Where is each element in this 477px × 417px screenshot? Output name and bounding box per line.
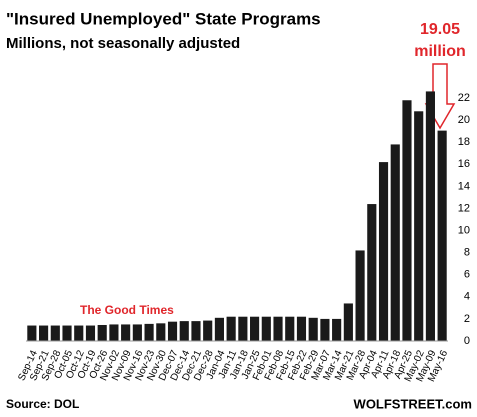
bar	[437, 130, 447, 341]
y-tick-label: 10	[458, 224, 470, 236]
bar	[273, 316, 283, 341]
bar	[238, 316, 248, 341]
bar	[97, 324, 107, 341]
bar	[285, 316, 295, 341]
bar	[62, 325, 72, 341]
annotation: 19.05	[420, 21, 460, 38]
y-tick-label: 14	[458, 180, 470, 192]
chart-subtitle: Millions, not seasonally adjusted	[6, 35, 240, 52]
bar	[27, 325, 37, 341]
bar	[121, 324, 131, 341]
y-tick-label: 18	[458, 136, 470, 148]
bar	[144, 323, 154, 341]
bar	[343, 303, 353, 341]
source: Source: DOL	[6, 397, 79, 411]
chart-title: "Insured Unemployed" State Programs	[6, 9, 321, 28]
bar	[167, 321, 178, 341]
bar	[378, 162, 389, 341]
bar	[261, 316, 271, 341]
bar	[367, 204, 377, 341]
bar	[390, 144, 400, 341]
y-tick-label: 16	[458, 158, 470, 170]
bar	[50, 325, 60, 341]
bar	[296, 316, 307, 341]
bar	[132, 324, 142, 341]
y-tick-label: 6	[464, 269, 470, 281]
region-label: The Good Times	[80, 303, 174, 317]
bar	[332, 318, 342, 341]
bar	[156, 323, 166, 341]
bar	[179, 321, 189, 341]
y-tick-label: 2	[464, 313, 470, 325]
y-tick-label: 22	[458, 92, 470, 104]
bar	[425, 91, 435, 341]
bar	[203, 320, 213, 341]
bar	[214, 317, 224, 341]
bar	[109, 324, 119, 341]
y-tick-label: 20	[458, 114, 470, 126]
bar	[74, 325, 84, 341]
bar	[191, 321, 201, 341]
bar	[414, 111, 424, 341]
bar	[320, 318, 330, 341]
bar	[85, 325, 96, 341]
y-tick-label: 12	[458, 202, 470, 214]
y-tick-label: 8	[464, 247, 470, 259]
bar	[226, 316, 236, 341]
bar	[355, 250, 365, 341]
bar	[250, 316, 260, 341]
bar	[308, 317, 318, 341]
y-tick-label: 4	[464, 291, 470, 303]
annotation: million	[414, 43, 466, 60]
y-tick-label: 0	[464, 335, 470, 347]
bar	[402, 100, 412, 342]
bar	[39, 325, 49, 341]
credit: WOLFSTREET.com	[354, 396, 472, 411]
